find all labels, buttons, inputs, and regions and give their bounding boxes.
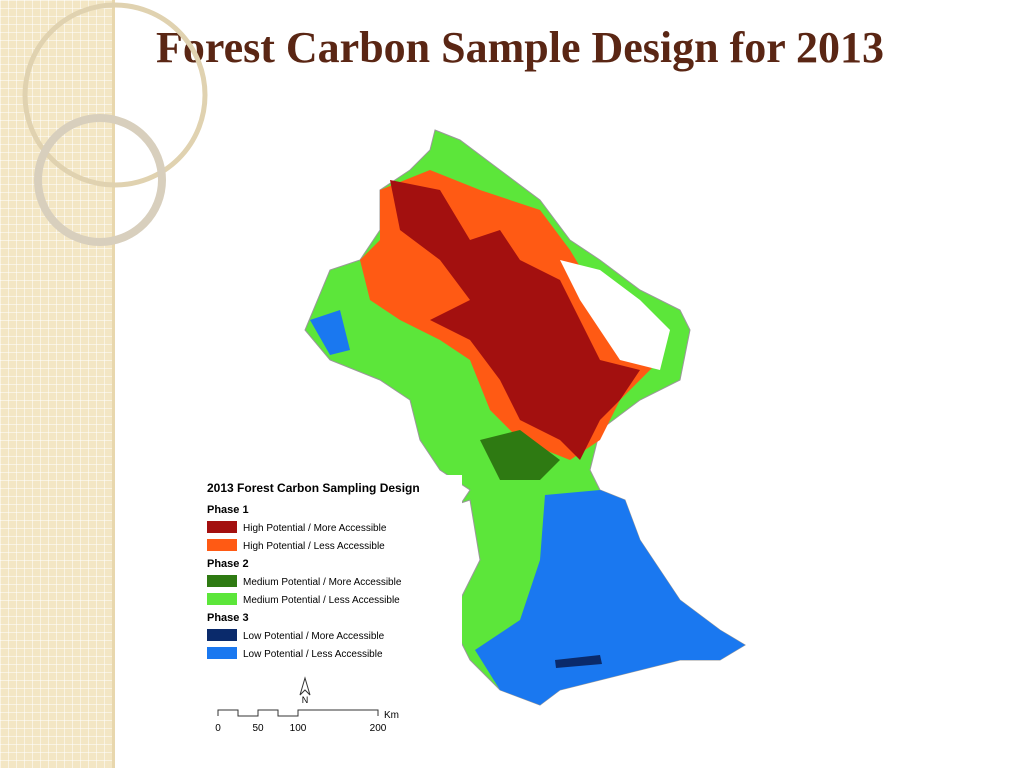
north-arrow: N — [299, 676, 311, 705]
scale-label: 0 — [215, 723, 221, 734]
legend-label: Low Potential / Less Accessible — [243, 649, 383, 660]
north-label: N — [302, 695, 309, 705]
legend: 2013 Forest Carbon Sampling Design Phase … — [207, 481, 420, 660]
region — [310, 310, 350, 355]
region — [475, 490, 745, 705]
legend-label: Medium Potential / Less Accessible — [243, 595, 400, 606]
scale-unit: Km — [384, 710, 399, 721]
slide-title: Forest Carbon Sample Design for 2013 — [155, 23, 885, 72]
scale-bar: Km 0 50 100 200 — [215, 709, 399, 734]
legend-swatch — [207, 521, 237, 533]
decor-circle — [22, 2, 208, 188]
decor-strip — [0, 0, 115, 768]
region — [480, 430, 560, 480]
legend-label: Medium Potential / More Accessible — [243, 577, 402, 588]
legend-group: Phase 2 — [207, 558, 249, 570]
scale-label: 100 — [290, 723, 307, 734]
legend-label: High Potential / Less Accessible — [243, 541, 385, 552]
legend-group: Phase 3 — [207, 612, 249, 624]
region — [390, 180, 640, 460]
region — [560, 260, 670, 370]
legend-box — [200, 475, 462, 670]
legend-swatch — [207, 629, 237, 641]
legend-label: Low Potential / More Accessible — [243, 631, 385, 642]
legend-swatch — [207, 575, 237, 587]
scale-label: 200 — [370, 723, 387, 734]
region — [555, 655, 602, 668]
arrow — [299, 676, 311, 696]
legend-swatch — [207, 647, 237, 659]
decor-circle — [34, 114, 166, 246]
legend-swatch — [207, 539, 237, 551]
map — [304, 129, 746, 706]
legend-swatch — [207, 593, 237, 605]
legend-title: 2013 Forest Carbon Sampling Design — [207, 481, 420, 495]
legend-label: High Potential / More Accessible — [243, 523, 387, 534]
scale-line — [217, 709, 379, 717]
legend-group: Phase 1 — [207, 504, 249, 516]
scale-label: 50 — [252, 723, 264, 734]
